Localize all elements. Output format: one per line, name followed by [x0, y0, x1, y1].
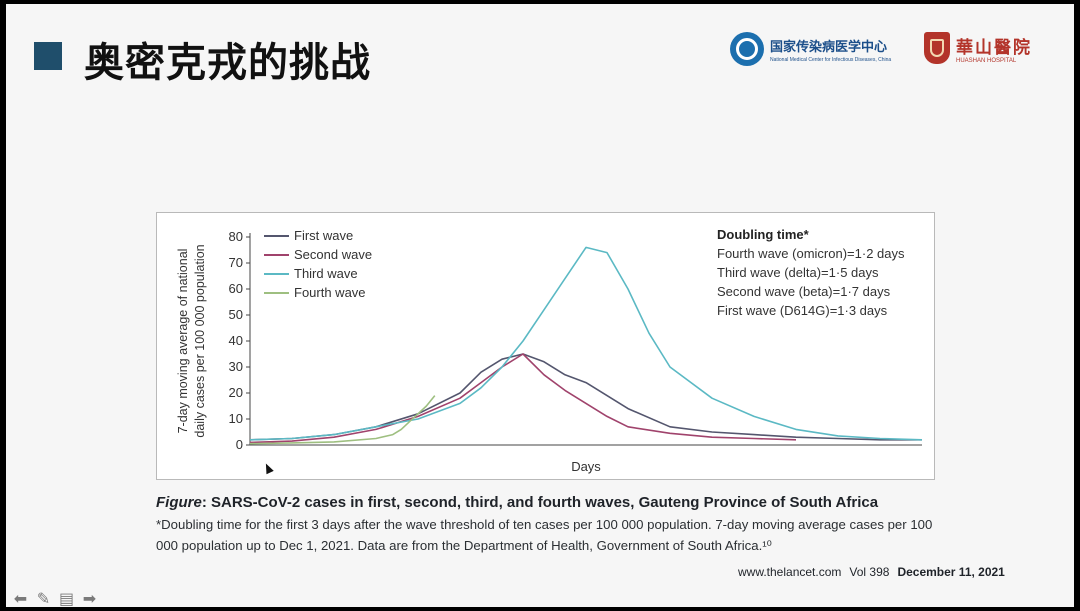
y-tick-label: 70 [229, 255, 243, 270]
y-axis-label-line2: daily cases per 100 000 population [193, 244, 207, 437]
doubling-time-line: First wave (D614G)=1·3 days [717, 303, 888, 318]
national-center-seal-icon [730, 32, 764, 66]
y-tick-label: 10 [229, 411, 243, 426]
line-chart: 0 10 20 30 40 50 60 70 80 7-day moving average of… [176, 227, 923, 474]
series-line-fourth-wave [249, 395, 436, 445]
y-tick-label: 0 [236, 437, 243, 452]
y-tick-label: 50 [229, 307, 243, 322]
y-tick-label: 80 [229, 229, 243, 244]
caption-title: Figure: SARS-CoV-2 cases in first, secon… [156, 494, 946, 511]
national-center-name: 国家传染病医学中心 [770, 39, 888, 55]
huashan-hospital-logo: 華山醫院 HUASHAN HOSPITAL [924, 32, 1032, 64]
presentation-toolbar: ⬅ ✎ ▤ ➡ [12, 590, 98, 607]
title-bullet [34, 42, 62, 70]
doubling-time-line: Third wave (delta)=1·5 days [717, 265, 879, 280]
huashan-shield-icon [924, 32, 950, 64]
citation-volume: Vol 398 [849, 565, 890, 579]
y-axis-label-line1: 7-day moving average of national [176, 249, 190, 434]
doubling-time-line: Fourth wave (omicron)=1·2 days [717, 246, 905, 261]
y-tick-label: 30 [229, 359, 243, 374]
arrow-left-icon[interactable]: ⬅ [13, 589, 28, 607]
series-line-third-wave [249, 246, 923, 441]
x-axis-label: Days [571, 459, 601, 474]
citation-date: December 11, 2021 [897, 565, 1005, 579]
caption-title-text: : SARS-CoV-2 cases in first, second, thi… [201, 494, 879, 511]
y-tick-label: 20 [229, 385, 243, 400]
legend-label: Second wave [294, 247, 372, 262]
caption-note: *Doubling time for the first 3 days afte… [156, 517, 933, 553]
national-center-name-en: National Medical Center for Infectious D… [770, 56, 892, 63]
national-center-logo: 国家传染病医学中心 National Medical Center for In… [730, 32, 891, 66]
pen-icon[interactable]: ✎ [36, 589, 51, 607]
series-line-first-wave [249, 353, 922, 441]
caption-figure-word: Figure [156, 494, 202, 511]
y-tick-label: 40 [229, 333, 243, 348]
legend-label: Third wave [294, 266, 358, 281]
figure-caption: Figure: SARS-CoV-2 cases in first, secon… [156, 494, 946, 556]
series-line-second-wave [249, 353, 797, 444]
doubling-time-title: Doubling time* [717, 227, 810, 242]
chart-figure: 0 10 20 30 40 50 60 70 80 7-day moving average of… [156, 212, 935, 480]
citation: www.thelancet.com Vol 398 December 11, 202… [738, 565, 1005, 579]
arrow-right-icon[interactable]: ➡ [82, 589, 97, 607]
menu-icon[interactable]: ▤ [58, 589, 75, 607]
slide-title: 奥密克戎的挑战 [84, 40, 371, 86]
slide: 奥密克戎的挑战 国家传染病医学中心 National Medical Cente… [6, 4, 1074, 607]
citation-site: www.thelancet.com [738, 565, 842, 579]
legend-label: Fourth wave [294, 285, 366, 300]
huashan-name: 華山醫院 [956, 37, 1032, 58]
doubling-time-line: Second wave (beta)=1·7 days [717, 284, 891, 299]
y-tick-label: 60 [229, 281, 243, 296]
huashan-name-en: HUASHAN HOSPITAL [956, 57, 1017, 64]
legend-label: First wave [294, 228, 353, 243]
